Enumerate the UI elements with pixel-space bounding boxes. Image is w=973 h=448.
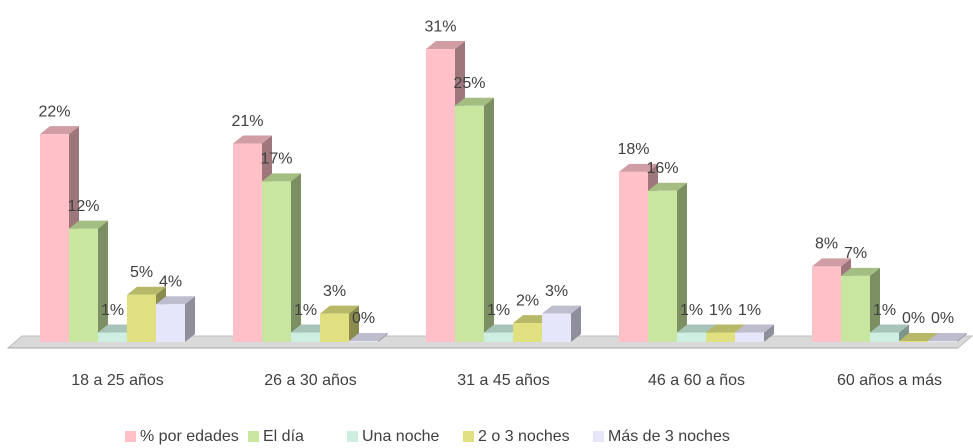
data-label: 16% bbox=[646, 160, 678, 177]
data-label: 1% bbox=[680, 302, 703, 319]
bar bbox=[513, 323, 542, 342]
x-tick-label: 18 a 25 años bbox=[71, 372, 164, 389]
legend-swatch bbox=[593, 431, 604, 442]
bar bbox=[484, 332, 513, 342]
bar-side bbox=[764, 324, 774, 342]
bar-top bbox=[619, 163, 658, 172]
bar-side bbox=[677, 182, 687, 342]
legend-label: % por edades bbox=[140, 428, 239, 445]
bar-top bbox=[648, 182, 687, 191]
x-tick-label: 46 a 60 a ños bbox=[648, 372, 745, 389]
bar-side bbox=[378, 333, 388, 342]
data-label: 1% bbox=[294, 302, 317, 319]
legend-label: El día bbox=[263, 428, 304, 445]
data-label: 1% bbox=[738, 302, 761, 319]
bar-top bbox=[349, 333, 388, 341]
data-label: 31% bbox=[424, 18, 456, 35]
data-label: 7% bbox=[844, 245, 867, 262]
data-label: 3% bbox=[545, 283, 568, 300]
bar-top bbox=[233, 135, 272, 144]
bar bbox=[899, 341, 928, 342]
bar-top bbox=[156, 296, 195, 305]
bar bbox=[735, 332, 764, 342]
bar-side bbox=[484, 97, 494, 342]
bar-top bbox=[426, 41, 465, 50]
bar bbox=[233, 143, 262, 342]
bar-top bbox=[812, 258, 851, 267]
bar-top bbox=[69, 220, 108, 229]
bar-side bbox=[870, 267, 880, 342]
bar bbox=[677, 332, 706, 342]
data-label: 1% bbox=[487, 302, 510, 319]
legend-swatch bbox=[463, 431, 474, 442]
bar bbox=[542, 313, 571, 342]
bar-top bbox=[320, 305, 359, 314]
bar bbox=[841, 275, 870, 342]
data-label: 0% bbox=[931, 310, 954, 327]
bar bbox=[98, 332, 127, 342]
bar bbox=[870, 332, 899, 342]
data-label: 8% bbox=[815, 236, 838, 253]
bar bbox=[127, 294, 156, 342]
legend-swatch bbox=[125, 431, 136, 442]
data-label: 12% bbox=[67, 198, 99, 215]
bar bbox=[40, 134, 69, 342]
bar bbox=[455, 105, 484, 342]
data-label: 1% bbox=[709, 302, 732, 319]
bar-top bbox=[706, 324, 745, 333]
legend-swatch bbox=[248, 431, 259, 442]
data-label: 5% bbox=[130, 264, 153, 281]
bar-top bbox=[870, 324, 909, 333]
bar-top bbox=[542, 305, 581, 314]
data-label: 3% bbox=[323, 283, 346, 300]
data-label: 0% bbox=[902, 310, 925, 327]
bar bbox=[156, 304, 185, 342]
bar bbox=[706, 332, 735, 342]
data-label: 2% bbox=[516, 292, 539, 309]
bar-top bbox=[928, 333, 967, 341]
bar-side bbox=[349, 305, 359, 342]
x-tick-label: 60 años a más bbox=[837, 372, 942, 389]
bar-top bbox=[899, 333, 938, 341]
bar bbox=[320, 313, 349, 342]
bar bbox=[291, 332, 320, 342]
bar-side bbox=[571, 305, 581, 342]
bar bbox=[648, 190, 677, 342]
data-label: 1% bbox=[101, 302, 124, 319]
legend-label: 2 o 3 noches bbox=[478, 428, 570, 445]
bar-top bbox=[735, 324, 774, 333]
x-tick-label: 31 a 45 años bbox=[457, 372, 550, 389]
legend-label: Más de 3 noches bbox=[608, 428, 730, 445]
bar-top bbox=[40, 126, 79, 135]
bar-top bbox=[677, 324, 716, 333]
data-label: 25% bbox=[453, 75, 485, 92]
bar-top bbox=[127, 286, 166, 295]
bar bbox=[928, 341, 957, 342]
data-label: 21% bbox=[231, 113, 263, 130]
data-label: 4% bbox=[159, 273, 182, 290]
legend-label: Una noche bbox=[362, 428, 439, 445]
data-label: 18% bbox=[617, 141, 649, 158]
x-tick-label: 26 a 30 años bbox=[264, 372, 357, 389]
data-label: 17% bbox=[260, 151, 292, 168]
bar-side bbox=[98, 220, 108, 342]
bar bbox=[69, 228, 98, 342]
bar bbox=[262, 181, 291, 342]
bar-side bbox=[957, 333, 967, 342]
bar bbox=[619, 171, 648, 342]
bar-side bbox=[291, 173, 301, 342]
bar-top bbox=[841, 267, 880, 276]
bar bbox=[812, 266, 841, 342]
data-label: 22% bbox=[38, 103, 70, 120]
legend-swatch bbox=[347, 431, 358, 442]
bar-side bbox=[185, 296, 195, 342]
bar-top bbox=[262, 173, 301, 182]
bar bbox=[426, 49, 455, 343]
bar-side bbox=[899, 324, 909, 342]
bar bbox=[349, 341, 378, 342]
data-label: 0% bbox=[352, 310, 375, 327]
data-label: 1% bbox=[873, 302, 896, 319]
bar-top bbox=[455, 97, 494, 106]
